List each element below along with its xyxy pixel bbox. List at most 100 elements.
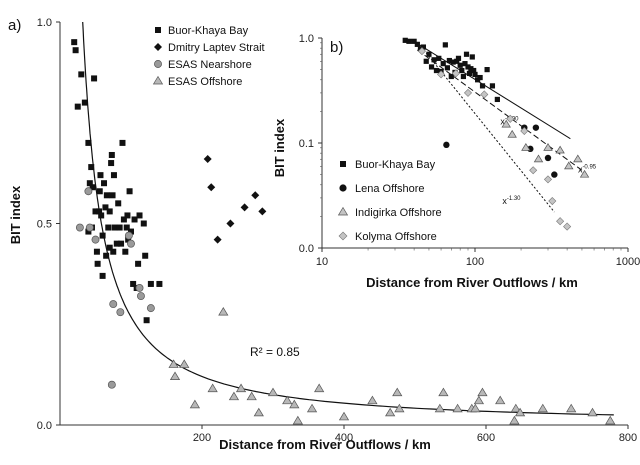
main-data-point <box>125 236 132 243</box>
inset-y-axis-label: BIT index <box>272 118 287 177</box>
main-data-point <box>282 395 293 405</box>
panel-a-label: a) <box>8 17 21 34</box>
inset-data-points <box>402 37 590 231</box>
inset-data-point <box>443 141 450 149</box>
inset-data-point <box>463 88 473 97</box>
main-legend-label: ESAS Offshore <box>168 76 242 88</box>
main-data-point <box>91 235 100 244</box>
main-data-point <box>473 395 485 405</box>
main-data-point <box>115 200 122 207</box>
main-data-point <box>251 191 260 200</box>
main-data-point <box>179 359 190 368</box>
inset-legend-marker <box>338 231 348 241</box>
main-data-point <box>108 160 115 167</box>
main-data-point <box>108 151 115 158</box>
main-data-point <box>228 391 240 401</box>
inset-data-point <box>462 61 468 67</box>
main-data-point <box>103 252 110 259</box>
main-data-point <box>116 308 125 317</box>
main-data-point <box>119 139 126 146</box>
main-data-point <box>91 75 98 82</box>
inset-data-point <box>466 70 473 77</box>
main-data-point <box>113 240 120 247</box>
inset-data-point <box>543 175 553 184</box>
main-data-point <box>207 383 218 393</box>
main-data-point <box>168 359 179 368</box>
main-data-point <box>96 208 103 215</box>
main-data-point <box>367 395 378 405</box>
main-series-dmitry-laptev-strait <box>203 155 267 244</box>
inset-data-point <box>460 73 467 80</box>
inset-series-indigirka-offshore <box>501 119 590 178</box>
main-data-point <box>94 260 101 267</box>
main-data-point <box>98 212 105 219</box>
main-data-point <box>240 203 249 212</box>
inset-data-point <box>455 55 462 61</box>
main-data-point <box>136 212 143 219</box>
main-data-point <box>124 231 133 240</box>
main-data-point <box>169 371 181 380</box>
inset-legend-label: Indigirka Offshore <box>355 207 442 219</box>
main-data-point <box>118 240 125 247</box>
main-data-point <box>96 188 103 195</box>
main-series-esas-nearshore <box>75 187 155 389</box>
r-squared-annotation: R² = 0.85 <box>250 345 300 359</box>
main-data-point <box>147 280 154 287</box>
inset-data-point <box>402 37 408 43</box>
main-legend-marker <box>154 60 162 68</box>
inset-x-axis-label: Distance from River Outflows / km <box>366 275 578 290</box>
inset-data-point <box>442 42 448 48</box>
main-data-point <box>86 180 93 187</box>
inset-data-point <box>544 154 552 162</box>
inset-data-point <box>520 127 529 136</box>
inset-legend-marker <box>339 184 347 192</box>
main-data-point <box>146 304 155 313</box>
main-chart-panel: a) BIT index Distance from River Outflow… <box>8 17 637 452</box>
main-data-point <box>124 212 131 219</box>
main-data-point <box>97 172 104 179</box>
main-data-point <box>75 223 84 232</box>
inset-series-lena-offshore <box>443 124 558 178</box>
inset-data-point <box>477 74 483 81</box>
main-data-point <box>218 306 229 316</box>
main-data-point <box>103 192 110 199</box>
inset-data-point <box>446 57 452 64</box>
inset-legend-marker <box>340 161 346 167</box>
main-legend-marker <box>152 75 164 85</box>
main-data-point <box>509 415 520 425</box>
inset-data-point <box>484 67 490 73</box>
main-data-point <box>189 399 201 409</box>
inset-data-point <box>437 70 446 79</box>
main-data-point <box>136 292 145 300</box>
main-data-point <box>495 395 506 405</box>
inset-data-point <box>494 96 500 103</box>
main-data-point <box>452 403 463 413</box>
main-data-point <box>81 99 88 106</box>
main-legend-label: ESAS Nearshore <box>168 59 252 71</box>
main-data-point <box>106 208 113 215</box>
main-data-point <box>477 387 488 397</box>
main-data-point <box>207 183 216 192</box>
inset-data-point <box>480 90 489 99</box>
main-fit-curve <box>82 21 614 416</box>
inset-data-point <box>548 197 557 206</box>
inset-legend-label: Lena Offshore <box>355 183 425 195</box>
main-y-tick-label: 0.0 <box>37 420 52 432</box>
main-data-point <box>107 380 116 389</box>
main-data-point <box>92 208 99 215</box>
main-data-points <box>71 39 616 425</box>
main-data-point <box>85 223 94 232</box>
main-axes: 0.0 0.5 1.0 200 400 600 800 <box>37 17 637 444</box>
inset-data-point <box>556 217 565 226</box>
inset-y-tick-label: 1.0 <box>299 33 314 45</box>
inset-data-point <box>472 71 478 78</box>
main-data-point <box>88 164 95 171</box>
inset-data-point <box>469 54 475 60</box>
main-data-point <box>89 184 96 191</box>
main-data-point <box>120 216 127 223</box>
main-data-point <box>116 224 123 231</box>
main-y-tick-label: 1.0 <box>37 17 52 29</box>
main-legend-marker <box>155 27 161 33</box>
inset-data-point <box>433 67 440 74</box>
inset-data-point <box>463 51 470 57</box>
